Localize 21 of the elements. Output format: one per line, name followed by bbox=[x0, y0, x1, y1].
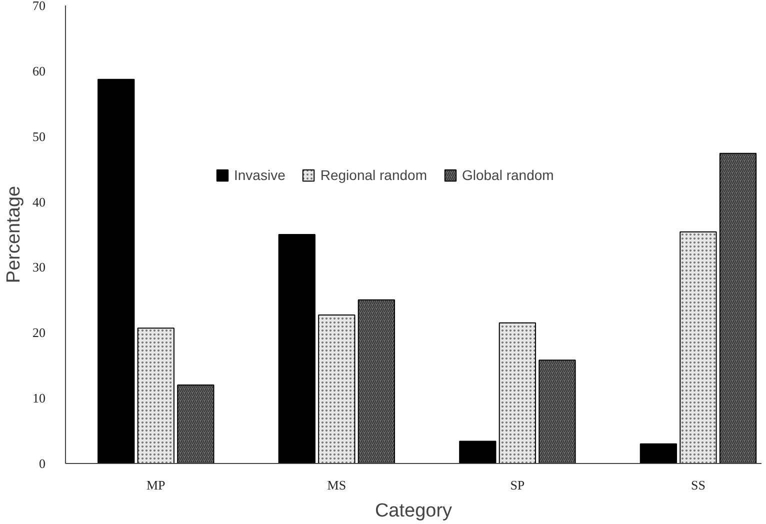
legend-label: Regional random bbox=[320, 167, 427, 183]
y-tick-label: 50 bbox=[32, 128, 46, 144]
y-tick-label: 20 bbox=[32, 325, 46, 340]
legend-label: Invasive bbox=[234, 167, 286, 183]
y-tick-label: 0 bbox=[39, 456, 46, 471]
y-axis-title: Percentage bbox=[4, 186, 24, 284]
bar bbox=[98, 78, 135, 464]
bar bbox=[640, 443, 678, 464]
x-tick-label: MP bbox=[146, 478, 166, 492]
x-axis-title: Category bbox=[374, 500, 453, 522]
x-tick-label: SS bbox=[690, 478, 706, 492]
y-tick-label: 10 bbox=[32, 390, 46, 406]
legend-label: Global random bbox=[462, 167, 554, 183]
bar bbox=[278, 234, 316, 464]
y-tick-label: 40 bbox=[32, 194, 46, 210]
y-tick-label: 60 bbox=[32, 63, 46, 78]
y-tick-label: 30 bbox=[32, 260, 46, 275]
y-tick-label: 70 bbox=[32, 0, 46, 13]
bar bbox=[459, 440, 496, 464]
x-tick-label: MS bbox=[327, 478, 346, 492]
x-tick-label: SP bbox=[510, 478, 525, 492]
